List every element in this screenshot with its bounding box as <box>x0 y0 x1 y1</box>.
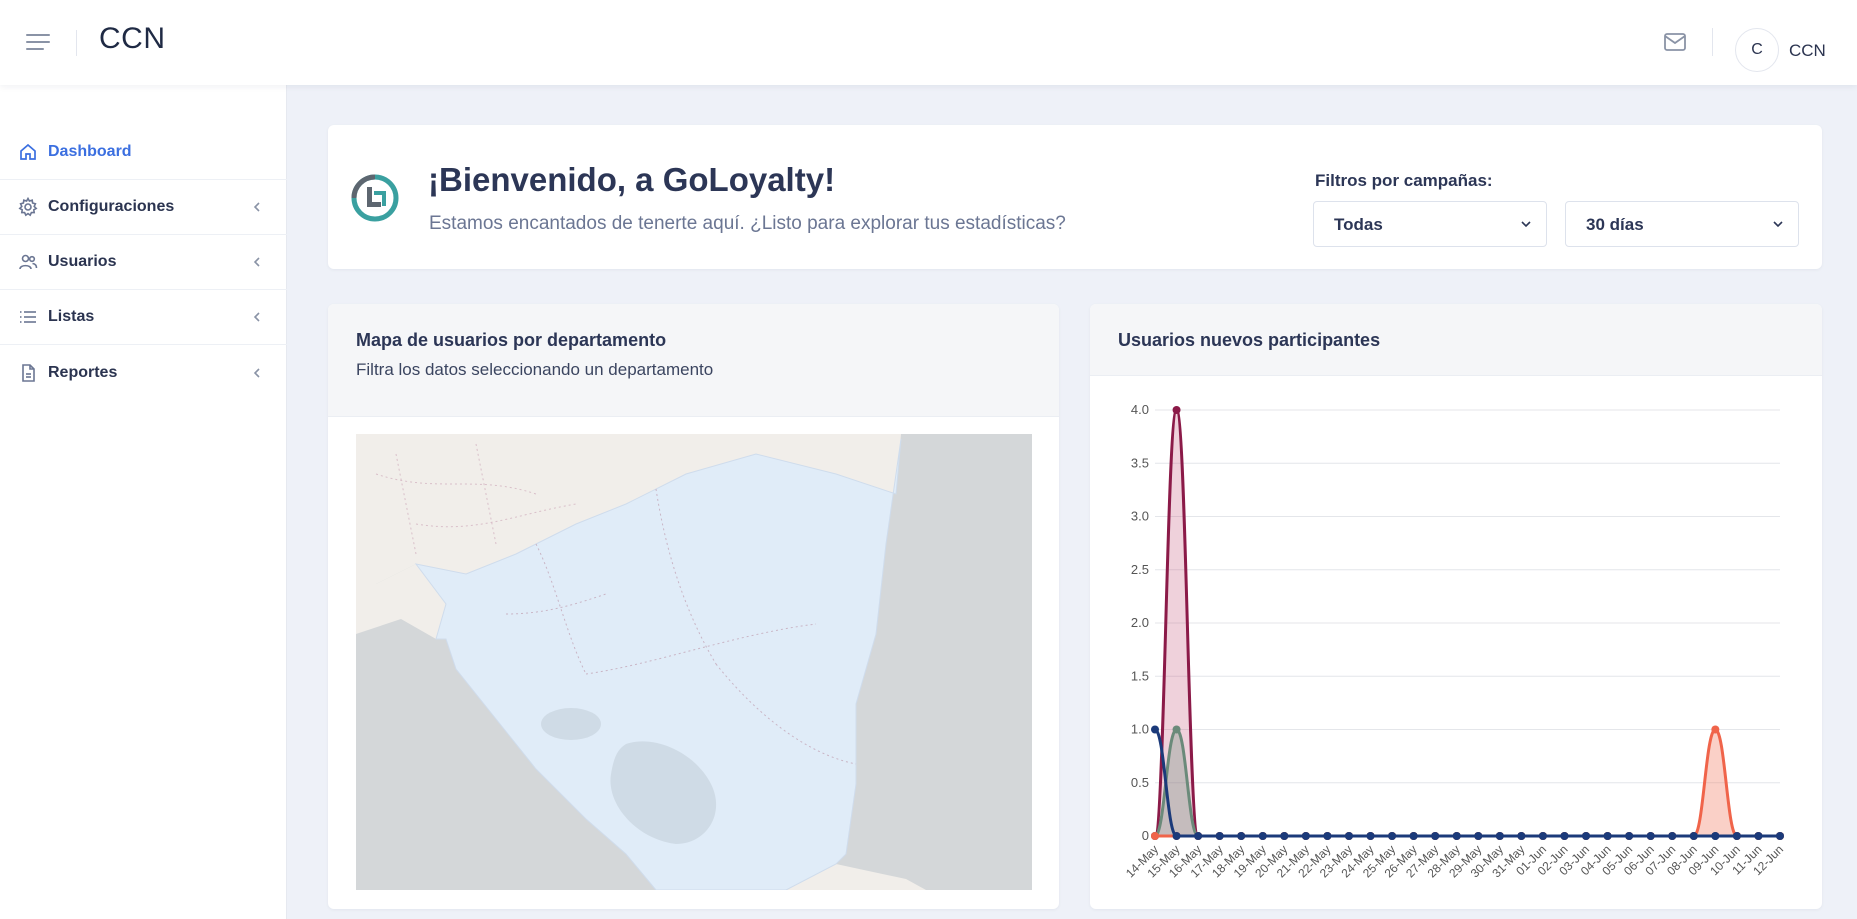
data-point <box>1172 725 1181 734</box>
avatar[interactable]: C <box>1735 28 1779 72</box>
data-point <box>1215 832 1224 840</box>
document-icon <box>22 363 35 382</box>
new-users-chart[interactable]: 00.51.01.52.02.53.03.54.014-May15-May16-… <box>1090 376 1822 909</box>
sidebar-item-label: Configuraciones <box>48 198 175 215</box>
y-tick-label: 2.0 <box>1131 615 1149 630</box>
data-point <box>1646 832 1655 840</box>
sidebar-item-label: Dashboard <box>48 143 132 160</box>
y-tick-label: 1.5 <box>1131 668 1149 683</box>
data-point <box>1258 832 1267 840</box>
sidebar-item-dashboard[interactable]: Dashboard <box>0 125 287 180</box>
data-point <box>1301 832 1310 840</box>
data-point <box>1151 725 1159 734</box>
data-point <box>1409 832 1418 840</box>
data-point <box>1668 832 1677 840</box>
y-tick-label: 4.0 <box>1131 402 1149 417</box>
campaign-select[interactable]: Todas <box>1313 201 1547 247</box>
chevron-left-icon <box>253 367 260 378</box>
map-card: Mapa de usuarios por departamento Filtra… <box>328 304 1059 909</box>
sidebar-item-label: Reportes <box>48 363 118 381</box>
map-graphic <box>356 434 1032 890</box>
data-point <box>1237 832 1246 840</box>
sidebar-item-reportes[interactable]: Reportes <box>0 345 287 400</box>
y-tick-label: 3.0 <box>1131 509 1149 524</box>
welcome-subtitle: Estamos encantados de tenerte aquí. ¿Lis… <box>429 213 1066 234</box>
chart-card-header: Usuarios nuevos participantes <box>1090 304 1822 376</box>
data-point <box>1452 832 1461 840</box>
sidebar-item-label: Usuarios <box>48 253 117 270</box>
header-separator <box>1712 28 1713 56</box>
mail-icon[interactable] <box>1663 30 1687 54</box>
chevron-left-icon <box>253 202 260 212</box>
data-point <box>1280 832 1289 840</box>
chart-card-title: Usuarios nuevos participantes <box>1118 330 1381 350</box>
y-tick-label: 3.5 <box>1131 455 1149 470</box>
data-point <box>1582 832 1591 840</box>
data-point <box>1172 832 1181 840</box>
y-tick-label: 0 <box>1142 828 1149 843</box>
data-point <box>1538 832 1547 840</box>
sidebar-item-label: Listas <box>48 308 95 325</box>
home-icon <box>20 143 36 160</box>
data-point <box>1431 832 1440 840</box>
sidebar-item-configuraciones[interactable]: Configuraciones <box>0 180 287 235</box>
gear-icon <box>18 197 38 217</box>
chevron-down-icon <box>1521 221 1531 228</box>
chart-card: Usuarios nuevos participantes 0 0.5 1.0 1.5… <box>1090 304 1822 909</box>
data-point <box>1560 832 1569 840</box>
data-point <box>1474 832 1483 840</box>
data-point <box>1323 832 1332 840</box>
menu-toggle-icon[interactable] <box>26 32 50 52</box>
filters-label: Filtros por campañas: <box>1315 171 1493 190</box>
data-point <box>1711 832 1720 840</box>
map-card-subtitle: Filtra los datos seleccionando un depart… <box>356 360 714 379</box>
data-point <box>1344 832 1353 840</box>
data-point <box>1603 832 1612 840</box>
data-point <box>1776 832 1784 840</box>
brand-name[interactable]: CCN <box>99 22 166 55</box>
data-point <box>1517 832 1526 840</box>
series-area <box>1155 729 1780 836</box>
data-point <box>1711 725 1720 734</box>
map-card-title: Mapa de usuarios por departamento <box>356 330 667 350</box>
campaign-select-value: Todas <box>1334 215 1383 234</box>
sidebar: Dashboard Configuraciones Usuarios Lista… <box>0 85 287 919</box>
user-name[interactable]: CCN <box>1789 41 1826 60</box>
data-point <box>1495 832 1504 840</box>
data-point <box>1754 832 1763 840</box>
data-point <box>1151 832 1159 840</box>
welcome-title: ¡Bienvenido, a GoLoyalty! <box>428 161 836 198</box>
chevron-down-icon <box>1773 221 1783 228</box>
department-map[interactable] <box>356 434 1032 890</box>
data-point <box>1172 406 1181 414</box>
sidebar-item-listas[interactable]: Listas <box>0 290 287 345</box>
users-icon <box>19 254 38 270</box>
map-card-header: Mapa de usuarios por departamento Filtra… <box>328 304 1059 417</box>
data-point <box>1366 832 1375 840</box>
welcome-card: ¡Bienvenido, a GoLoyalty! Estamos encant… <box>328 125 1822 269</box>
days-select-value: 30 días <box>1586 215 1644 234</box>
chevron-left-icon <box>253 257 260 267</box>
list-icon <box>20 311 36 323</box>
brand-divider <box>76 30 77 56</box>
chevron-left-icon <box>253 312 260 322</box>
data-point <box>1689 832 1698 840</box>
top-bar: CCN C CCN <box>0 0 1857 85</box>
y-tick-label: 0.5 <box>1131 775 1149 790</box>
data-point <box>1732 832 1741 840</box>
goloyalty-logo <box>351 174 399 222</box>
y-tick-label: 1.0 <box>1131 722 1149 737</box>
data-point <box>1194 832 1203 840</box>
sidebar-item-usuarios[interactable]: Usuarios <box>0 235 287 290</box>
days-select[interactable]: 30 días <box>1565 201 1799 247</box>
y-tick-label: 2.5 <box>1131 562 1149 577</box>
data-point <box>1625 832 1634 840</box>
data-point <box>1388 832 1397 840</box>
